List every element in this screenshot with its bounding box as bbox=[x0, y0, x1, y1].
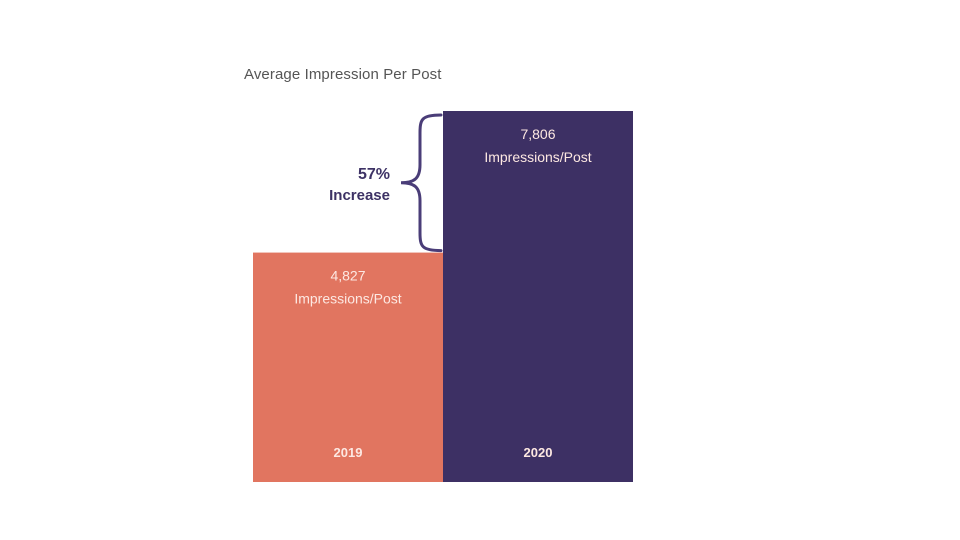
chart-title: Average Impression Per Post bbox=[244, 66, 442, 83]
increase-brace bbox=[400, 113, 443, 253]
increase-label: Increase bbox=[329, 187, 390, 204]
bar-unit-label: Impressions/Post bbox=[484, 149, 591, 165]
bar-category-label: 2020 bbox=[524, 445, 553, 460]
bars-layer bbox=[253, 111, 633, 482]
bar-2020 bbox=[443, 111, 633, 482]
bar-value-label: 7,806 bbox=[520, 126, 555, 142]
bar-unit-label: Impressions/Post bbox=[294, 291, 401, 307]
bar-category-label: 2019 bbox=[334, 445, 363, 460]
bar-2019 bbox=[253, 252, 443, 482]
bar-value-label: 4,827 bbox=[330, 268, 365, 284]
labels-layer: 4,827 Impressions/Post 2019 7,806 Impression… bbox=[294, 126, 591, 460]
increase-percent: 57% bbox=[358, 166, 390, 183]
